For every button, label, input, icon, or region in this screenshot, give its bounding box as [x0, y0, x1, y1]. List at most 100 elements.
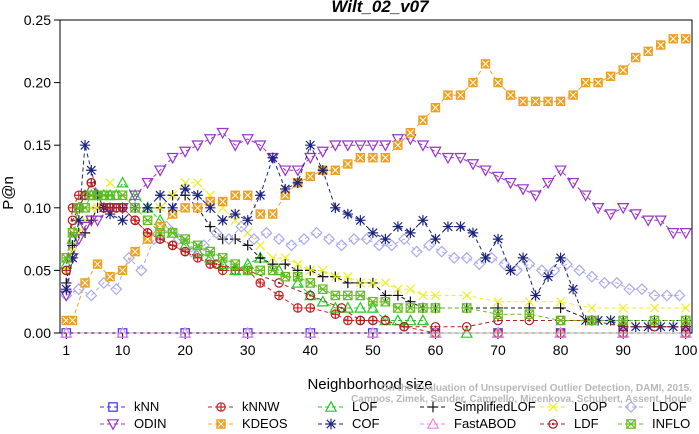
point-cof-39 — [505, 265, 516, 276]
point-kdeos-48-cross — [657, 41, 665, 49]
point-ldof-32 — [460, 251, 473, 264]
y-tick-label-1: 0.05 — [24, 262, 51, 278]
legend-label-kdeos: KDEOS — [242, 416, 288, 431]
point-loop-22 — [293, 259, 303, 269]
point-kdeos-17 — [268, 209, 278, 219]
point-inflo-17-star — [230, 259, 240, 269]
point-odin-14 — [203, 134, 217, 146]
point-odin-3 — [78, 221, 92, 234]
point-inflo-7 — [105, 190, 115, 201]
point-ldf-24-dot — [434, 325, 437, 328]
point-ldf-19-dot — [340, 306, 343, 310]
point-kdeos-49 — [668, 34, 678, 44]
point-kdeos-3-cross — [93, 260, 102, 268]
point-odin-13 — [191, 140, 204, 152]
point-inflo-22 — [292, 271, 303, 282]
credit-line-1: Campos, Zimek, Sander, Campello, Micenko… — [351, 394, 692, 405]
point-kdeos-38-cross — [532, 97, 540, 105]
point-kdeos-25 — [368, 153, 378, 163]
point-fastabod-2 — [178, 326, 192, 338]
point-kdeos-1 — [67, 315, 78, 326]
point-ldf-13-ring — [167, 240, 178, 251]
point-odin-47 — [616, 203, 630, 215]
point-fastabod-4 — [304, 326, 317, 338]
point-kdeos-17-cross — [269, 210, 277, 218]
point-ldf-4-dot — [90, 181, 93, 184]
point-simplifiedlof-16 — [217, 233, 228, 245]
point-kdeos-44-cross — [607, 72, 615, 80]
point-kdeos-12-cross — [206, 197, 214, 206]
y-tick-label-5: 0.25 — [24, 12, 51, 28]
point-inflo-36 — [524, 309, 535, 320]
point-loop-40 — [649, 303, 660, 313]
point-knnw-17-cross — [218, 266, 227, 275]
point-cof-36 — [467, 227, 479, 239]
point-ldof-19 — [297, 233, 311, 246]
point-ldof-46 — [635, 283, 648, 296]
point-ldof-24 — [360, 233, 373, 246]
point-inflo-26-star — [343, 290, 353, 301]
point-inflo-38 — [587, 315, 597, 326]
point-ldf-14-dot — [183, 250, 187, 253]
point-lof-34 — [460, 326, 473, 338]
point-knnw-22 — [292, 303, 303, 313]
plot-area: 0.00 0.05 0.10 0.15 0.20 0.25 1 10 20 30 40 50 60 70 8… — [24, 12, 698, 358]
point-inflo-37-star — [555, 315, 566, 326]
point-inflo-17 — [230, 259, 241, 269]
point-cof-14 — [192, 190, 203, 201]
point-ldf-14 — [180, 246, 190, 257]
point-odin-42 — [554, 165, 567, 177]
point-inflo-13 — [180, 234, 190, 244]
point-inflo-41 — [680, 315, 691, 326]
point-ldf-20-ring — [355, 315, 366, 326]
point-cof-7 — [104, 208, 116, 220]
point-ldf-14-ring — [180, 246, 190, 257]
point-inflo-0-star — [61, 253, 71, 263]
point-inflo-18 — [242, 265, 253, 276]
point-ldf-20-dot — [359, 319, 362, 322]
point-cof-49 — [630, 321, 641, 332]
point-ldof-36 — [510, 264, 523, 277]
point-odin-4 — [85, 215, 98, 227]
point-ldf-26-ring — [493, 315, 503, 326]
point-inflo-33 — [430, 303, 441, 313]
legend-marker-kdeos — [216, 419, 226, 429]
point-kdeos-20-cross — [306, 172, 314, 181]
point-ldof-30 — [435, 245, 448, 258]
point-inflo-27-star — [355, 290, 365, 301]
point-kdeos-37-cross — [519, 97, 527, 105]
series-line-lof — [65, 181, 686, 334]
x-tick-label-0: 1 — [62, 342, 70, 358]
point-inflo-19 — [255, 265, 266, 276]
point-ldf-23 — [399, 321, 409, 332]
point-kdeos-30-cross — [431, 104, 439, 112]
x-tick-label-10: 100 — [674, 342, 698, 358]
point-ldf-15 — [211, 259, 222, 269]
point-inflo-28 — [368, 296, 378, 307]
y-tick-label-4: 0.20 — [24, 75, 51, 91]
point-loop-27 — [355, 278, 365, 288]
point-kdeos-40-cross — [557, 97, 565, 105]
point-kdeos-15 — [243, 190, 253, 200]
point-ldf-25-ring — [461, 321, 472, 332]
series-fastabod — [60, 326, 692, 338]
point-ldof-21 — [323, 233, 336, 246]
point-odin-15 — [216, 127, 229, 140]
point-simplifiedlof-36 — [524, 302, 535, 314]
point-ldof-23 — [348, 233, 361, 246]
point-cof-41 — [530, 290, 541, 301]
point-kdeos-37 — [518, 96, 528, 107]
legend-item-ldof: LDOF — [618, 399, 687, 414]
point-cof-22 — [292, 177, 303, 188]
point-ldof-45 — [623, 283, 636, 296]
point-kdeos-32 — [455, 90, 466, 100]
legend-label-cof: COF — [352, 416, 380, 431]
point-loop-29 — [380, 278, 391, 288]
legend-marker-ldf-dot — [551, 422, 555, 426]
legend-marker-knn — [108, 402, 118, 412]
point-inflo-34 — [461, 303, 472, 313]
x-tick-label-8: 80 — [553, 342, 569, 358]
point-ldf-9-dot — [121, 206, 124, 209]
point-ldof-44 — [610, 276, 623, 289]
legend-item-loop: LoOP — [540, 399, 607, 414]
